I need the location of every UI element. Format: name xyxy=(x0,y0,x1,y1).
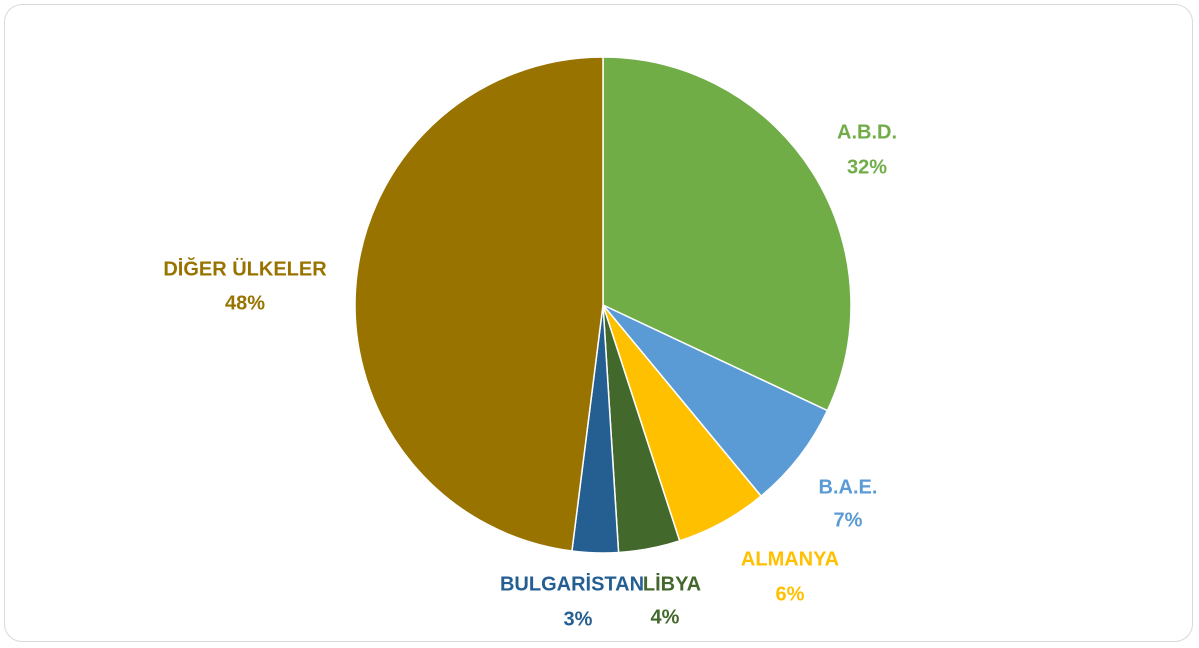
slice-value-label: 3% xyxy=(564,608,593,630)
chart-frame xyxy=(4,4,1193,642)
pie-slice xyxy=(354,56,604,552)
slice-value-label: 32% xyxy=(847,156,887,178)
pie-slice xyxy=(602,304,829,498)
slice-value-label: 4% xyxy=(651,606,680,628)
slice-label: A.B.D. xyxy=(837,121,897,143)
slice-label: BULGARİSTAN xyxy=(500,572,644,595)
slice-label: B.A.E. xyxy=(819,476,878,498)
slice-value-label: 48% xyxy=(225,292,265,314)
slice-label: LİBYA xyxy=(643,572,701,595)
slice-label: DİĞER ÜLKELER xyxy=(163,256,327,280)
slice-value-label: 7% xyxy=(834,509,863,531)
slice-value-label: 6% xyxy=(776,583,805,605)
pie-slice xyxy=(602,56,852,412)
slice-label: ALMANYA xyxy=(741,548,839,570)
